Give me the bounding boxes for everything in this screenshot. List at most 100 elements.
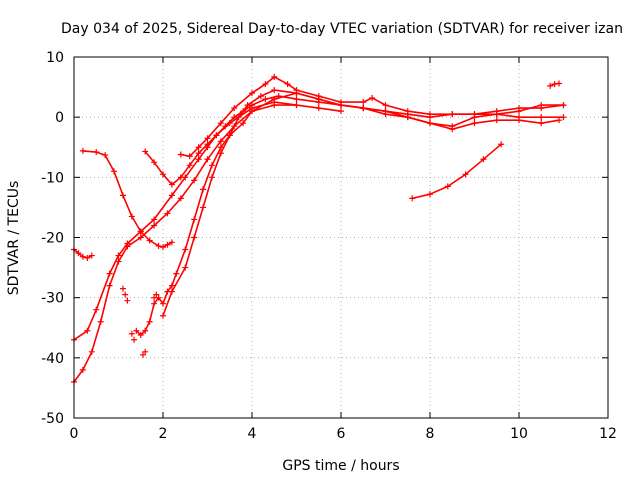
tick-layer: 0 2 4 6 8 10 12 -50 -40 -30 -20 -10 0 10	[41, 50, 617, 442]
data-point-marker	[404, 114, 411, 121]
data-point-marker	[88, 252, 95, 259]
data-point-marker	[75, 250, 82, 257]
series-arc-g	[133, 90, 567, 338]
data-point-marker	[293, 90, 300, 97]
data-point-marker	[409, 195, 416, 202]
y-tick-label: -10	[41, 170, 64, 186]
series-line	[73, 104, 298, 383]
data-point-marker	[235, 114, 242, 121]
data-point-marker	[153, 291, 160, 298]
data-point-marker	[106, 282, 113, 289]
data-point-marker	[262, 81, 269, 88]
data-point-marker	[128, 330, 135, 337]
x-tick-label: 4	[248, 426, 257, 442]
data-point-marker	[168, 192, 175, 199]
data-point-marker	[547, 82, 554, 89]
data-point-marker	[427, 111, 433, 118]
data-point-marker	[79, 366, 86, 373]
series-line	[82, 150, 173, 248]
x-tick-label: 12	[599, 426, 617, 442]
data-point-marker	[160, 300, 166, 307]
data-point-marker	[213, 132, 220, 139]
data-point-marker	[217, 144, 224, 151]
x-tick-label: 6	[337, 426, 346, 442]
data-point-marker	[249, 108, 255, 115]
data-point-marker	[177, 195, 184, 202]
data-point-marker	[226, 132, 233, 139]
data-point-marker	[516, 117, 522, 124]
data-point-marker	[97, 318, 104, 325]
data-point-marker	[271, 87, 278, 94]
data-point-marker	[93, 149, 100, 156]
series-arc-k	[547, 80, 563, 89]
data-point-marker	[293, 96, 300, 103]
data-point-marker	[471, 120, 478, 127]
data-point-marker	[360, 99, 367, 106]
data-point-marker	[538, 114, 545, 121]
x-tick-label: 8	[426, 426, 435, 442]
data-point-marker	[217, 138, 224, 145]
data-point-marker	[338, 102, 344, 109]
data-point-marker	[493, 111, 500, 118]
data-point-marker	[369, 94, 376, 101]
data-layer	[71, 73, 567, 385]
data-point-marker	[79, 147, 86, 154]
data-point-marker	[449, 111, 456, 118]
data-point-marker	[427, 191, 433, 198]
data-point-marker	[262, 96, 269, 103]
data-point-marker	[222, 123, 229, 130]
data-point-marker	[315, 96, 322, 103]
data-point-marker	[119, 285, 126, 292]
y-tick-label: -20	[41, 231, 64, 247]
data-point-marker	[88, 348, 95, 355]
data-point-marker	[498, 141, 505, 148]
series-arc-h	[160, 87, 563, 319]
y-tick-label: -40	[41, 351, 64, 367]
x-tick-label: 0	[70, 426, 79, 442]
data-point-marker	[244, 102, 251, 109]
data-point-marker	[139, 351, 146, 358]
data-point-marker	[217, 120, 224, 127]
data-point-marker	[186, 153, 193, 160]
data-point-marker	[293, 102, 300, 109]
data-point-marker	[204, 141, 211, 148]
y-tick-label: 10	[46, 50, 64, 66]
data-point-marker	[538, 120, 545, 127]
data-point-marker	[182, 264, 189, 271]
series-line	[411, 143, 502, 200]
x-axis-label: GPS time / hours	[282, 458, 399, 474]
data-point-marker	[556, 117, 563, 124]
x-tick-label: 10	[510, 426, 528, 442]
data-point-marker	[191, 216, 198, 223]
data-point-marker	[106, 270, 113, 277]
series-line	[135, 92, 565, 336]
data-point-marker	[240, 120, 247, 127]
data-point-marker	[186, 162, 193, 169]
data-point-marker	[208, 174, 215, 181]
data-point-marker	[131, 336, 138, 343]
data-point-marker	[271, 96, 278, 103]
data-point-marker	[102, 152, 109, 159]
data-point-marker	[338, 108, 344, 115]
y-tick-label: -50	[41, 411, 64, 427]
y-tick-label: 0	[55, 110, 64, 126]
data-point-marker	[204, 156, 211, 163]
data-point-marker	[160, 171, 166, 178]
data-point-marker	[142, 148, 149, 155]
data-point-marker	[79, 253, 86, 260]
data-point-marker	[133, 327, 140, 334]
data-point-marker	[119, 192, 126, 199]
data-point-marker	[560, 102, 567, 109]
data-point-marker	[271, 102, 278, 109]
data-point-marker	[151, 222, 158, 229]
chart-title: Day 034 of 2025, Sidereal Day-to-day VTE…	[61, 21, 623, 37]
data-point-marker	[146, 237, 153, 244]
data-point-marker	[160, 312, 166, 319]
data-point-marker	[404, 108, 411, 115]
series-line	[162, 89, 560, 317]
data-point-marker	[195, 156, 202, 163]
data-point-marker	[168, 181, 175, 188]
data-point-marker	[146, 318, 153, 325]
data-point-marker	[195, 144, 202, 151]
